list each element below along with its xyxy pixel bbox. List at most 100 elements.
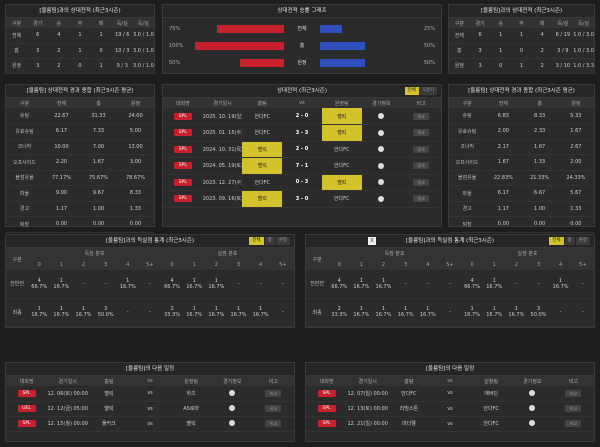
away-team[interactable]: 벨릭	[321, 174, 362, 191]
count: 4	[337, 277, 341, 284]
info-icon[interactable]	[378, 112, 385, 119]
compare-button[interactable]: 비교	[265, 389, 282, 397]
result-button[interactable]: 결과	[413, 195, 430, 203]
result-button[interactable]: 결과	[413, 178, 430, 186]
distribution-cell: 1 16.7%	[249, 298, 272, 327]
header-row: 0 1 2 3 4 5+ 0 1 2 3 4 5+	[306, 259, 594, 270]
away-team[interactable]: 벨릭	[170, 416, 212, 432]
row-label: 경고	[449, 201, 486, 217]
away-team[interactable]: 벨릭	[321, 124, 362, 142]
close-icon[interactable]: X	[368, 237, 376, 245]
table-cell: 0.00	[521, 216, 558, 233]
empty-mark: -	[426, 280, 429, 287]
league-cell: UEL	[6, 401, 48, 417]
column-header: 대회명	[306, 376, 348, 386]
tab-all[interactable]: 전체	[549, 237, 564, 245]
percent: 16.7%	[186, 312, 203, 318]
count: 1	[192, 306, 196, 312]
compare-button[interactable]: 비교	[565, 405, 582, 412]
home-team[interactable]: 리빙스톤	[388, 401, 430, 417]
home-team[interactable]: 벨릭	[242, 141, 283, 158]
table-cell: 1	[490, 43, 512, 59]
info-icon[interactable]	[529, 420, 536, 427]
info-icon[interactable]	[378, 129, 385, 136]
row-label: 전체	[297, 26, 307, 32]
tab-all[interactable]: 전체	[404, 87, 419, 95]
away-team[interactable]: 안다FC	[321, 141, 362, 158]
home-team[interactable]: 안다FC	[242, 108, 283, 125]
match-date: 12. 12(금) 05:00	[47, 401, 89, 417]
table-row: 슈팅 6.83 8.33 5.33	[449, 108, 594, 124]
home-team[interactable]: 폴커크	[88, 416, 130, 432]
league-badge: UEL	[17, 405, 36, 412]
table-cell: 3	[469, 58, 491, 74]
table-cell: 4	[531, 28, 553, 44]
result-button[interactable]: 결과	[413, 145, 430, 153]
compare-button[interactable]: 비교	[565, 389, 582, 397]
column-header: 1	[350, 259, 373, 270]
info-icon[interactable]	[229, 420, 236, 427]
away-team[interactable]: 안다FC	[321, 190, 362, 208]
home-team[interactable]: 안다FC	[242, 174, 283, 191]
tab-home[interactable]: 홈	[264, 237, 275, 245]
match-info-cell	[361, 157, 402, 175]
tab-home[interactable]: 홈	[564, 237, 575, 245]
match-score: 2 - 0	[282, 108, 322, 125]
away-team[interactable]: 안다FC	[470, 416, 512, 432]
table-cell: 1	[511, 28, 532, 44]
row-label: 퇴장	[449, 216, 486, 233]
table-row: SPL 12. 06(토) 00:00 벨릭 vs 하츠 비교	[6, 386, 294, 402]
result-button[interactable]: 결과	[413, 162, 430, 170]
home-team[interactable]: 벨릭	[242, 157, 283, 175]
tab-away[interactable]: 원정	[275, 237, 290, 245]
tab-5-games[interactable]: 5경기	[419, 87, 437, 95]
info-icon[interactable]	[378, 179, 385, 185]
percent: 16.7%	[353, 283, 370, 290]
info-icon[interactable]	[378, 162, 385, 169]
home-team[interactable]: 안다FC	[242, 124, 283, 142]
column-header: 2	[72, 259, 95, 270]
compare-button[interactable]: 비교	[265, 420, 282, 427]
percent: 16.7%	[464, 312, 480, 318]
table-cell: 3	[27, 58, 49, 74]
count: 1	[81, 306, 86, 312]
column-header: 원정팀	[470, 376, 512, 386]
column-header: 패	[531, 18, 553, 28]
result-button[interactable]: 결과	[413, 112, 430, 120]
table-row: 원정 3 0 1 2 3 / 10 1.0 / 3.3	[449, 58, 594, 74]
info-icon[interactable]	[378, 195, 385, 202]
percent: 16.7%	[31, 312, 48, 318]
away-team[interactable]: 애버딘	[470, 386, 512, 402]
info-icon[interactable]	[378, 146, 385, 152]
info-icon[interactable]	[529, 390, 536, 396]
result-button[interactable]: 결과	[413, 129, 430, 137]
h2h-summary-away: [울릉팀]과의 상대전적 (최근3시즌) 구분 경기 승 무 패 득/실 득/실 전체 6 1 1 4…	[448, 4, 595, 74]
table-row: SPL 12. 13(토) 00:00 리빙스톤 vs 안다FC 비교	[306, 401, 594, 417]
away-team[interactable]: 안다FC	[470, 401, 512, 417]
compare-button[interactable]: 비교	[265, 405, 282, 412]
vs-label: vs	[429, 401, 471, 417]
tab-all[interactable]: 전체	[249, 237, 264, 245]
info-icon[interactable]	[529, 405, 536, 412]
column-header: 경기	[469, 18, 491, 28]
distribution-cell: 1 16.7%	[183, 298, 206, 327]
count: 4	[470, 277, 474, 284]
info-icon[interactable]	[229, 390, 236, 396]
home-team[interactable]: 벨릭	[242, 190, 283, 208]
table-cell: 2	[531, 43, 553, 59]
away-team[interactable]: AS로마	[170, 401, 212, 417]
compare-button[interactable]: 비교	[565, 420, 582, 427]
home-team[interactable]: 마더웰	[388, 416, 430, 432]
vs-label: vs	[429, 386, 471, 402]
home-team[interactable]: 벨릭	[88, 401, 130, 417]
tab-away[interactable]: 원정	[575, 237, 590, 245]
home-team[interactable]: 안다FC	[388, 386, 430, 402]
column-header: 비고	[401, 98, 441, 108]
info-icon[interactable]	[229, 405, 236, 412]
match-info-cell	[211, 416, 253, 432]
header-row: 구분 경기 승 무 패 득/실 득/실	[449, 18, 594, 28]
away-team[interactable]: 벨릭	[321, 108, 362, 125]
home-team[interactable]: 벨릭	[88, 386, 130, 402]
away-team[interactable]: 하츠	[170, 386, 212, 402]
away-team[interactable]: 안다FC	[321, 157, 362, 175]
